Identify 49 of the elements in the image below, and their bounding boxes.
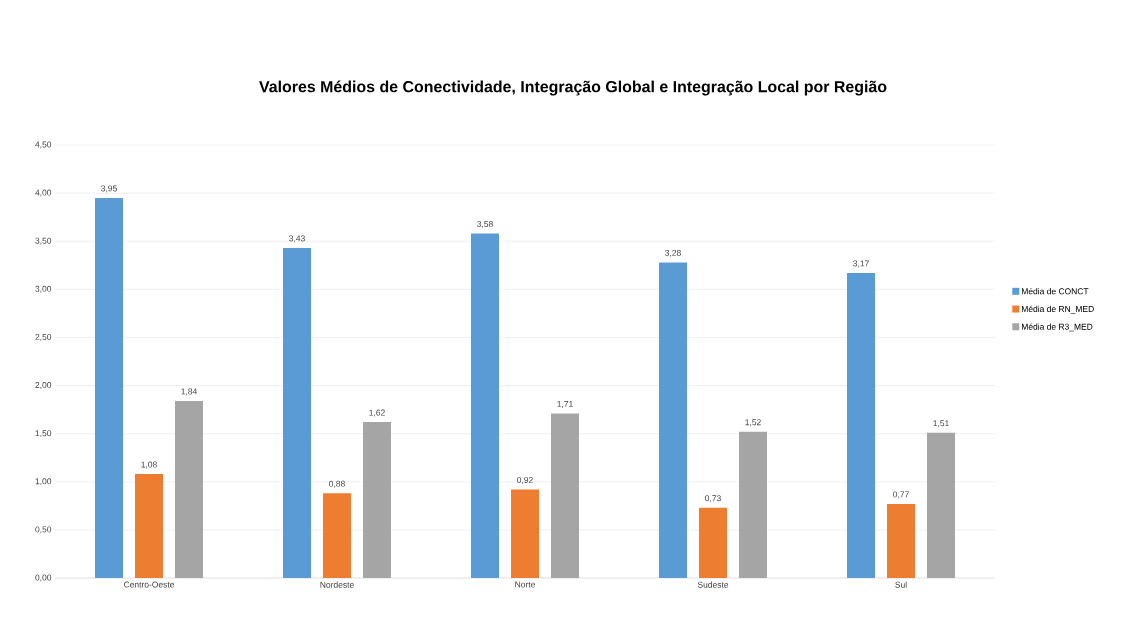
data-label: 3,58 <box>477 221 493 228</box>
data-label: 3,43 <box>289 235 305 243</box>
data-label: 1,08 <box>141 461 157 469</box>
y-tick-label: 4,00 <box>35 189 52 197</box>
data-label: 0,77 <box>893 491 909 499</box>
bar <box>927 432 956 578</box>
x-tick-label: Nordeste <box>320 581 354 588</box>
bar <box>363 422 391 578</box>
y-tick-label: 3,00 <box>35 285 52 293</box>
x-tick-label: Sul <box>895 581 907 588</box>
bar <box>323 493 351 578</box>
y-tick-label: 1,00 <box>35 478 52 486</box>
y-tick-label: 0,00 <box>35 574 52 582</box>
legend-label: Média de R3_MED <box>1021 323 1093 332</box>
x-tick-label: Centro-Oeste <box>124 581 175 588</box>
y-tick-label: 0,50 <box>35 526 52 534</box>
bar <box>699 507 727 578</box>
x-tick-label: Norte <box>515 581 535 588</box>
data-label: 3,17 <box>853 260 869 268</box>
bar <box>659 262 687 578</box>
data-label: 3,95 <box>101 185 117 193</box>
bar <box>847 272 875 578</box>
data-label: 1,51 <box>933 420 949 428</box>
bar <box>887 503 916 578</box>
y-tick-label: 3,50 <box>35 237 52 245</box>
bar <box>471 233 499 578</box>
bar <box>739 431 767 578</box>
legend-label: Média de CONCT <box>1021 287 1089 295</box>
data-label: 1,62 <box>369 409 385 417</box>
bar <box>95 197 123 578</box>
bar <box>175 400 203 578</box>
legend-label: Média de RN_MED <box>1021 305 1094 314</box>
data-label: 0,92 <box>517 476 533 484</box>
bar <box>551 413 579 578</box>
data-label: 0,73 <box>705 495 721 503</box>
bar <box>511 489 539 578</box>
y-tick-label: 4,50 <box>35 141 52 149</box>
data-label: 0,88 <box>329 480 345 488</box>
y-tick-label: 1,50 <box>35 430 52 438</box>
bar <box>135 474 163 578</box>
data-label: 1,71 <box>557 401 573 408</box>
y-tick-label: 2,50 <box>35 333 52 341</box>
data-label: 1,84 <box>181 388 197 396</box>
data-label: 3,28 <box>665 249 681 257</box>
data-label: 1,52 <box>745 419 761 427</box>
y-tick-label: 2,00 <box>35 382 52 390</box>
bar <box>283 247 311 578</box>
x-tick-label: Sudeste <box>697 581 729 588</box>
chart-title: Valores Médios de Conectividade, Integração Global e Integração Local por Região <box>259 80 887 96</box>
